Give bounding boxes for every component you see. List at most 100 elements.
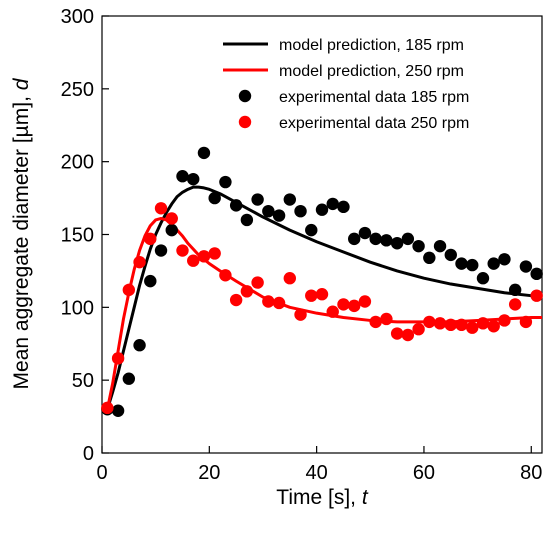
data-point-4 xyxy=(455,318,468,332)
x-tick-label: 60 xyxy=(413,462,435,484)
data-point-4 xyxy=(487,320,500,333)
data-point-4 xyxy=(347,299,361,313)
data-point-4 xyxy=(508,298,522,311)
data-point-4 xyxy=(197,250,211,263)
data-point-4 xyxy=(305,289,318,302)
data-point-4 xyxy=(251,276,264,289)
y-tick-label: 100 xyxy=(61,297,94,319)
data-point-3 xyxy=(251,193,264,206)
data-point-4 xyxy=(240,285,254,298)
data-point-3 xyxy=(165,223,178,237)
data-point-3 xyxy=(401,232,415,246)
data-point-4 xyxy=(358,295,372,308)
legend: model prediction, 185 rpm model predictio… xyxy=(223,37,469,132)
series-line-2 xyxy=(105,216,542,410)
data-point-3 xyxy=(423,251,436,265)
data-point-3 xyxy=(519,260,533,273)
y-tick-label: 150 xyxy=(61,225,94,247)
data-point-3 xyxy=(133,339,146,352)
axis-ticks: 0 20 40 60 80 0 50 100 150 200 250 300 xyxy=(61,6,543,484)
y-tick-label: 200 xyxy=(61,152,94,174)
data-point-4 xyxy=(444,318,457,332)
data-point-4 xyxy=(380,312,393,326)
data-point-4 xyxy=(519,315,533,329)
y-tick-label: 50 xyxy=(72,370,94,392)
data-point-3 xyxy=(530,267,543,281)
legend-marker-swatch xyxy=(238,89,252,103)
data-point-4 xyxy=(187,254,200,267)
legend-label: model prediction, 185 rpm xyxy=(279,37,464,54)
data-point-3 xyxy=(122,372,136,385)
data-point-3 xyxy=(176,170,189,183)
data-point-3 xyxy=(347,232,361,246)
x-axis-label: Time [s], t xyxy=(276,486,369,509)
data-point-3 xyxy=(337,200,350,214)
data-point-3 xyxy=(208,191,221,205)
data-point-4 xyxy=(176,244,189,257)
data-point-3 xyxy=(466,258,479,272)
series-line-1 xyxy=(105,185,543,410)
data-point-4 xyxy=(315,288,329,301)
data-point-3 xyxy=(476,272,490,285)
data-point-4 xyxy=(219,269,232,282)
data-point-3 xyxy=(380,234,393,247)
data-point-3 xyxy=(187,172,200,186)
data-point-3 xyxy=(455,257,468,270)
data-point-3 xyxy=(508,283,522,297)
data-point-4 xyxy=(122,283,136,297)
data-point-4 xyxy=(326,305,339,318)
data-point-4 xyxy=(101,401,114,415)
data-point-4 xyxy=(337,298,350,311)
data-point-4 xyxy=(412,322,425,336)
data-point-4 xyxy=(423,315,436,329)
data-point-4 xyxy=(133,255,146,269)
data-point-4 xyxy=(111,352,125,365)
data-point-4 xyxy=(283,272,297,285)
data-point-4 xyxy=(229,293,243,307)
y-tick-label: 300 xyxy=(61,6,94,28)
data-point-3 xyxy=(197,146,211,160)
data-point-3 xyxy=(294,204,307,218)
data-point-4 xyxy=(262,295,275,308)
data-point-4 xyxy=(208,247,221,260)
legend-marker-swatch xyxy=(238,115,252,129)
x-tick-label: 40 xyxy=(306,462,328,484)
x-tick-label: 0 xyxy=(96,462,107,484)
data-point-3 xyxy=(444,248,457,262)
data-point-4 xyxy=(165,212,178,225)
data-point-4 xyxy=(294,308,307,321)
data-point-4 xyxy=(476,317,490,330)
data-point-3 xyxy=(326,197,339,211)
data-point-3 xyxy=(154,244,168,257)
legend-label: model prediction, 250 rpm xyxy=(279,63,464,80)
data-point-3 xyxy=(262,204,275,218)
series-layer xyxy=(101,146,543,417)
y-axis-label: Mean aggregate diameter [µm], d xyxy=(10,77,33,389)
x-tick-label: 80 xyxy=(520,462,542,484)
legend-label: experimental data 185 rpm xyxy=(279,89,469,106)
y-tick-label: 250 xyxy=(61,79,94,101)
data-point-3 xyxy=(305,223,318,237)
data-point-4 xyxy=(433,317,447,330)
data-point-3 xyxy=(144,274,157,288)
data-point-4 xyxy=(530,289,543,302)
data-point-3 xyxy=(315,203,329,216)
data-point-3 xyxy=(433,239,447,253)
data-point-3 xyxy=(283,193,297,206)
data-point-3 xyxy=(111,404,125,417)
y-tick-label: 0 xyxy=(83,443,94,465)
data-point-4 xyxy=(401,328,415,342)
data-point-4 xyxy=(272,296,286,310)
data-point-3 xyxy=(358,226,372,240)
x-tick-label: 20 xyxy=(198,462,220,484)
data-point-4 xyxy=(144,232,157,246)
legend-label: experimental data 250 rpm xyxy=(279,115,469,132)
data-point-4 xyxy=(466,321,479,334)
data-point-4 xyxy=(390,327,404,340)
data-point-3 xyxy=(240,213,254,227)
data-point-3 xyxy=(229,199,243,212)
data-point-3 xyxy=(272,209,286,222)
data-point-3 xyxy=(369,232,382,246)
data-point-3 xyxy=(487,257,500,270)
